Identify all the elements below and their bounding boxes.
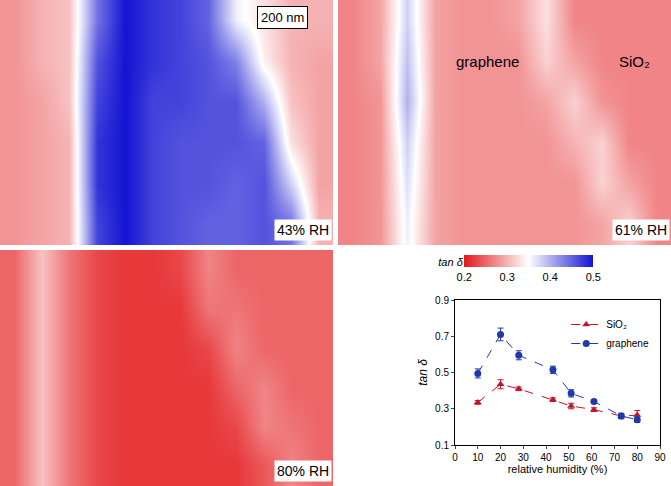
svg-text:graphene: graphene [456, 53, 519, 70]
svg-text:0.1: 0.1 [435, 440, 449, 451]
svg-text:graphene: graphene [606, 338, 649, 349]
svg-text:30: 30 [518, 452, 530, 463]
svg-text:50: 50 [563, 452, 575, 463]
svg-text:0.3: 0.3 [435, 403, 449, 414]
svg-text:relative humidity (%): relative humidity (%) [508, 463, 608, 475]
svg-text:0.5: 0.5 [435, 367, 449, 378]
svg-text:20: 20 [495, 452, 507, 463]
svg-text:60: 60 [586, 452, 598, 463]
svg-text:200 nm: 200 nm [261, 10, 304, 25]
svg-text:80: 80 [632, 452, 644, 463]
svg-text:0.4: 0.4 [543, 271, 558, 283]
svg-text:61% RH: 61% RH [615, 222, 667, 238]
svg-text:0.2: 0.2 [457, 271, 472, 283]
svg-text:43% RH: 43% RH [277, 222, 329, 238]
svg-text:90: 90 [654, 452, 666, 463]
svg-text:10: 10 [472, 452, 484, 463]
svg-text:0.3: 0.3 [500, 271, 515, 283]
svg-text:70: 70 [609, 452, 621, 463]
svg-text:0.5: 0.5 [586, 271, 601, 283]
svg-text:80% RH: 80% RH [277, 463, 329, 479]
svg-text:40: 40 [541, 452, 553, 463]
svg-text:0: 0 [452, 452, 458, 463]
svg-text:SiO₂: SiO₂ [606, 319, 627, 330]
svg-text:tan δ: tan δ [416, 359, 430, 386]
svg-text:0.7: 0.7 [435, 331, 449, 342]
svg-text:0.9: 0.9 [435, 295, 449, 306]
svg-text:tan δ: tan δ [438, 256, 463, 268]
svg-text:SiO₂: SiO₂ [619, 53, 650, 70]
